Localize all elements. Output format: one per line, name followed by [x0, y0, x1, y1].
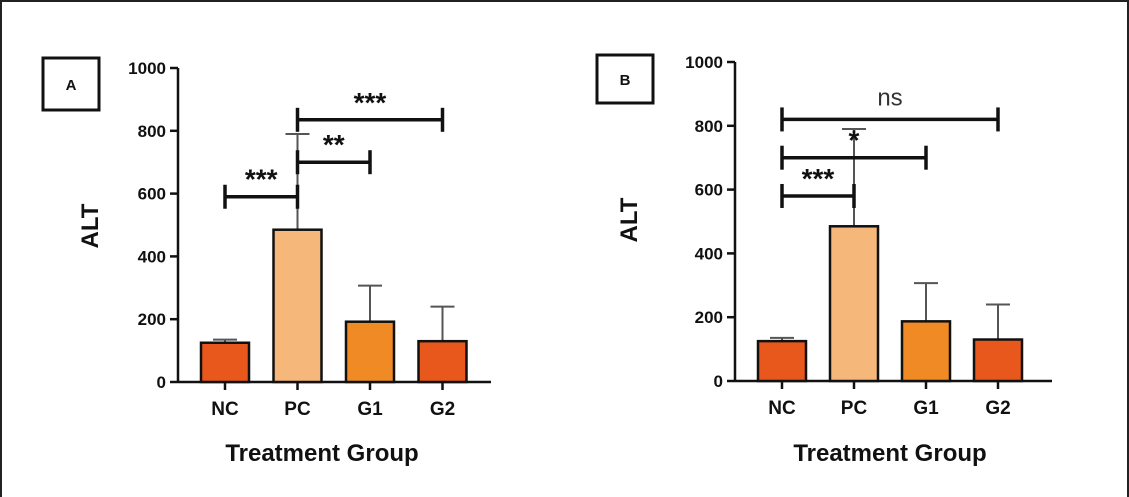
bar — [972, 338, 1024, 383]
significance-label: *** — [354, 87, 387, 118]
significance-label: * — [849, 125, 860, 156]
y-tick-label: 0 — [714, 372, 723, 391]
bar — [756, 339, 808, 383]
bar — [272, 228, 323, 384]
panel-label: A — [66, 77, 77, 94]
y-tick-label: 1000 — [128, 59, 166, 78]
x-tick-label: G2 — [985, 398, 1010, 419]
y-tick-label: 600 — [695, 181, 723, 200]
y-tick-label: 400 — [695, 244, 723, 263]
significance-label: *** — [802, 163, 835, 194]
significance-label: ns — [877, 84, 902, 111]
panel-label-box — [595, 53, 655, 105]
y-axis-title: ALT — [77, 203, 104, 248]
y-tick-label: 800 — [695, 117, 723, 136]
x-tick-label: PC — [841, 398, 868, 419]
y-tick-label: 200 — [695, 308, 723, 327]
chart-panel-b: ALT Treatment Group B 0 200 400 600 800 1000 N… — [595, 53, 1052, 467]
bar — [900, 320, 952, 383]
y-tick-label: 200 — [138, 310, 166, 329]
x-tick-label: NC — [211, 399, 239, 420]
y-tick-label: 400 — [138, 247, 166, 266]
y-tick-label: 600 — [138, 185, 166, 204]
x-tick-label: G2 — [430, 399, 455, 420]
panel-label: B — [620, 72, 631, 89]
x-tick-label: G1 — [357, 399, 383, 420]
significance-label: *** — [245, 164, 278, 195]
x-tick-label: G1 — [913, 398, 939, 419]
chart-panel-a: ALT Treatment Group A 0 200 400 600 800 1000 N… — [41, 56, 491, 467]
panel-label-box — [41, 56, 101, 112]
bar — [828, 225, 880, 383]
x-tick-label: PC — [284, 399, 311, 420]
y-tick-label: 0 — [157, 373, 166, 392]
x-axis-title: Treatment Group — [793, 440, 986, 467]
x-tick-label: NC — [768, 398, 796, 419]
y-axis-title: ALT — [616, 197, 643, 242]
bar — [199, 341, 251, 384]
bar — [344, 320, 396, 384]
significance-label: ** — [323, 129, 345, 160]
y-tick-label: 1000 — [685, 53, 723, 72]
y-tick-label: 800 — [138, 122, 166, 141]
x-axis-title: Treatment Group — [225, 440, 418, 467]
bar — [417, 339, 468, 384]
